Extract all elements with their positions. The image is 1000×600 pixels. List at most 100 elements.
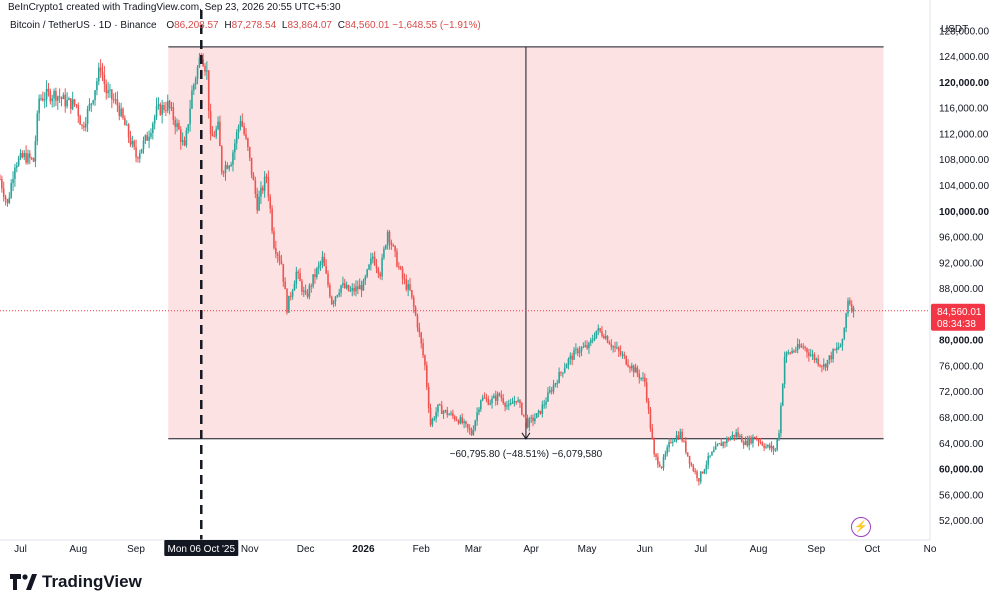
candle-body [804, 347, 806, 349]
symbol-title[interactable]: Bitcoin / TetherUS · 1D · Binance [10, 20, 157, 31]
candle-body [821, 365, 823, 367]
candle-body [506, 405, 508, 407]
candle-body [772, 446, 775, 451]
candle-body [101, 71, 104, 75]
candle-body [640, 377, 642, 379]
watermark: BeInCrypto1 created with TradingView.com… [8, 2, 341, 13]
candle-body [793, 350, 795, 352]
candle-body [25, 153, 27, 163]
candle-body [625, 356, 628, 365]
candle-body [740, 436, 743, 443]
candle-body [183, 140, 186, 146]
candle-body [312, 274, 314, 287]
candle-body [366, 269, 368, 277]
candle-body [675, 435, 678, 441]
x-tick-label: May [578, 544, 597, 555]
candle-body [578, 351, 581, 354]
candle-body [511, 402, 514, 404]
candle-body [632, 365, 635, 373]
candle-body [329, 285, 331, 297]
candle-body [254, 180, 257, 194]
candle-body [137, 157, 139, 159]
candle-body [610, 344, 613, 347]
candle-body [685, 441, 687, 453]
y-tick-label: 56,000.00 [939, 490, 984, 501]
candle-body [476, 412, 478, 421]
candle-body [485, 398, 488, 400]
candle-body [375, 264, 378, 269]
candle-body [817, 358, 819, 365]
candle-body [437, 404, 439, 413]
x-tick-label: Dec [297, 544, 315, 555]
y-tick-label: 60,000.00 [939, 465, 984, 476]
candle-body [140, 148, 143, 154]
candle-body [271, 208, 273, 232]
candle-body [301, 281, 303, 292]
candle-body [179, 129, 182, 142]
candle-body [832, 349, 834, 360]
candle-body [539, 410, 542, 414]
candle-body [765, 446, 767, 448]
candle-body [138, 153, 141, 159]
y-axis[interactable]: USDT 52,000.00 56,000.00 60,000.00 64,000.0… [929, 0, 989, 540]
candle-body [155, 106, 158, 117]
candle-body [420, 332, 423, 344]
tradingview-logo-icon [10, 574, 37, 590]
candle-body [735, 432, 737, 437]
candle-body [330, 296, 333, 305]
candle-body [237, 126, 240, 133]
candle-body [487, 399, 490, 405]
candle-body [698, 478, 700, 482]
candle-body [189, 108, 191, 125]
candle-body [2, 188, 5, 197]
candle-body [809, 354, 812, 356]
candle-body [800, 346, 803, 348]
candle-body [66, 100, 68, 107]
candle-body [841, 338, 844, 346]
y-tick-label: 104,000.00 [939, 181, 989, 192]
x-axis[interactable]: Jul Aug Sep Nov Dec 2026 Feb Mar Apr May Jun Jul Aug… [0, 539, 937, 555]
candle-body [14, 167, 16, 179]
candle-body [604, 336, 607, 339]
candle-body [401, 268, 404, 279]
candle-body [612, 346, 614, 348]
y-tick-label: 68,000.00 [939, 413, 984, 424]
candle-body [649, 409, 652, 429]
candle-body [234, 143, 236, 153]
candle-body [150, 133, 152, 137]
candle-body [694, 470, 696, 472]
candle-body [319, 262, 322, 266]
candle-body [206, 70, 208, 72]
candle-body [491, 398, 493, 404]
candle-body [664, 453, 667, 458]
candle-body [15, 165, 18, 168]
candle-body [403, 278, 406, 280]
candle-body [81, 124, 83, 126]
candle-body [105, 84, 108, 94]
candle-body [843, 328, 846, 339]
candle-body [767, 444, 769, 447]
crosshair-date-label: Mon 06 Oct '25 [168, 544, 236, 555]
candle-body [381, 257, 383, 277]
lightning-icon[interactable]: ⚡ [851, 517, 871, 537]
candle-body [852, 307, 855, 312]
candle-body [124, 118, 126, 126]
candle-body [830, 355, 833, 360]
candle-body [778, 433, 780, 440]
candle-body [422, 343, 424, 356]
candle-body [152, 123, 154, 134]
candle-body [763, 445, 765, 448]
y-tick-label: 116,000.00 [939, 104, 989, 115]
y-tick-label: 76,000.00 [939, 361, 984, 372]
candle-body [653, 439, 655, 455]
candle-body [327, 273, 329, 286]
candle-body [519, 400, 521, 404]
candle-body [647, 400, 650, 410]
candles [0, 53, 855, 486]
candle-body [284, 281, 286, 290]
y-tick-label: 124,000.00 [939, 52, 989, 63]
candle-body [224, 165, 227, 173]
candle-body [711, 451, 713, 456]
y-tick-label: 72,000.00 [939, 387, 984, 398]
